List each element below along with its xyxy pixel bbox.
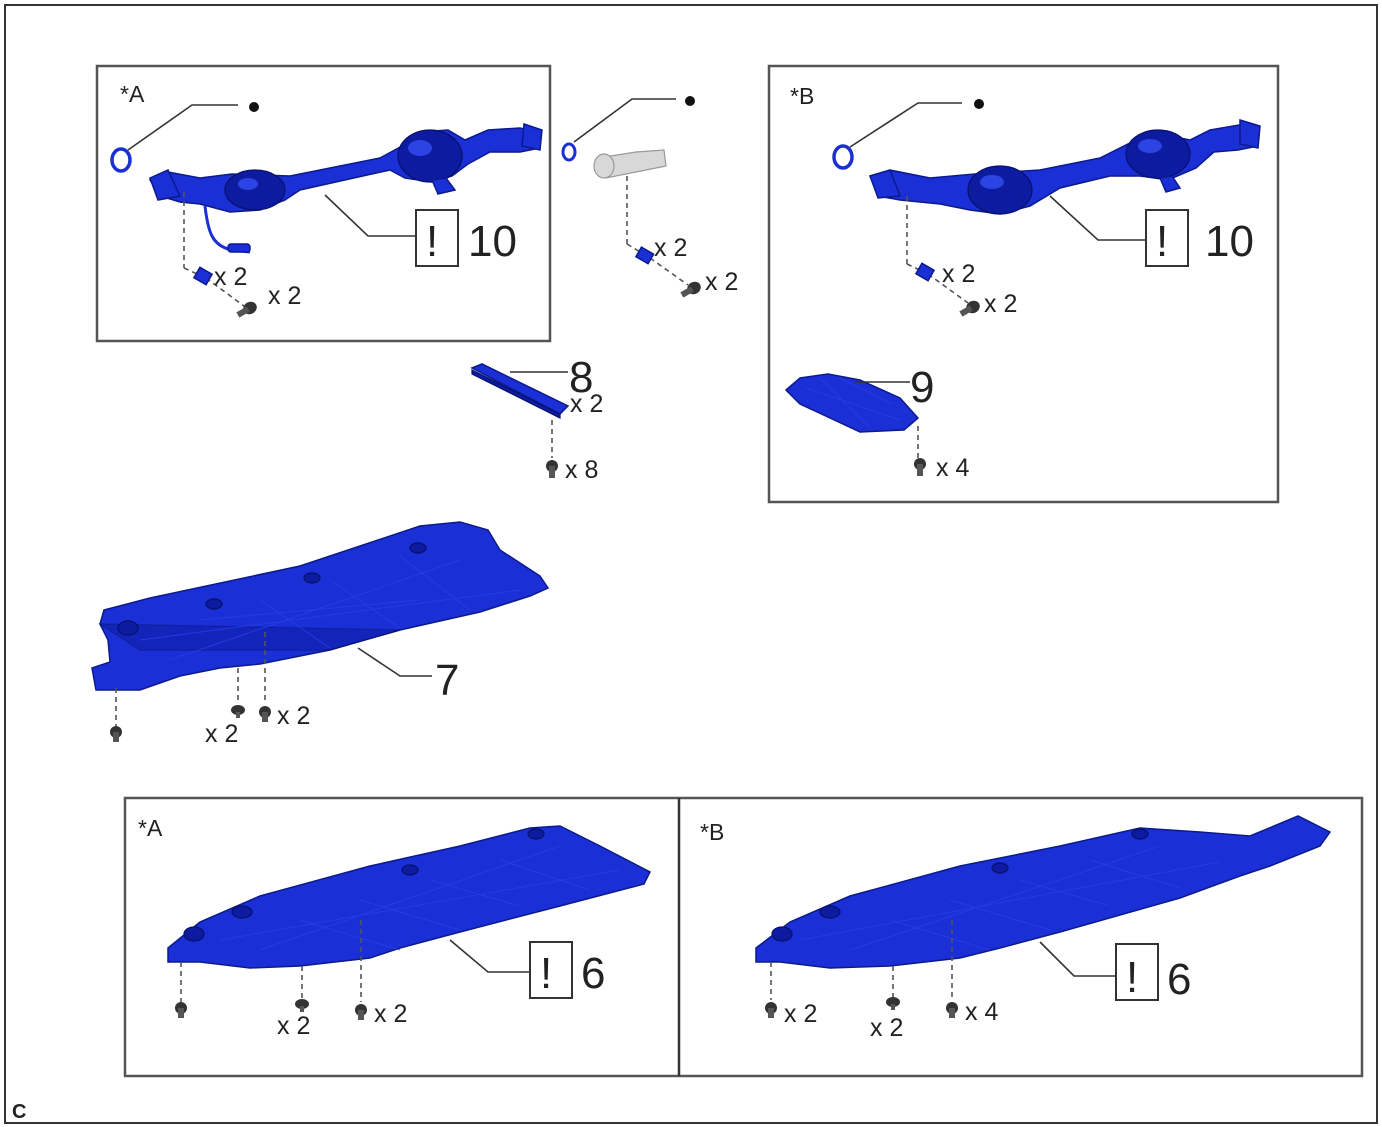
qty-bolt: x 2 (268, 282, 301, 310)
bolt-icon (914, 458, 926, 476)
gasket-icon (832, 144, 854, 170)
variant-label-b: *B (700, 819, 724, 845)
part-number: 10 (1205, 217, 1254, 266)
diagram-border (4, 4, 1378, 1124)
center-cover-7 (91, 521, 550, 691)
non-reusable-dot-icon (685, 96, 695, 106)
panel-variant-a-exhaust: *A ! 10 x 2 (95, 64, 552, 343)
part-number: 8 (569, 353, 593, 402)
exhaust-front-pipe-a (148, 122, 543, 254)
panel-frame (767, 64, 1280, 504)
bolt-icon (546, 460, 558, 478)
bolt-icon (110, 726, 122, 742)
clip-icon (886, 997, 900, 1010)
qty-nut: x 2 (654, 234, 687, 262)
qty-bolt: x 2 (784, 1000, 817, 1028)
qty-bolt: x 4 (936, 454, 969, 482)
common-pipe-connection: x 2 x 2 (561, 96, 738, 298)
qty-clip: x 2 (570, 390, 603, 418)
bolt-icon (680, 281, 701, 298)
part-number: 6 (581, 949, 605, 998)
rear-no1-cover-8: 8 x 2 x 8 (470, 353, 603, 484)
panel-under-cover: *A ! 6 x 2 x 2 (123, 796, 1364, 1078)
qty-bolt: x 2 (277, 702, 310, 730)
nut-icon (192, 266, 214, 286)
non-reusable-dot-icon (249, 102, 259, 112)
qty-clip: x 2 (277, 1012, 310, 1040)
caution-mark: ! (540, 949, 552, 998)
leader-line (127, 104, 238, 151)
caution-callout-6a: ! 6 (529, 941, 605, 999)
variant-label-a: *A (120, 81, 145, 107)
panel-frame (95, 64, 552, 343)
part-number: 7 (435, 656, 459, 705)
bolt-icon (765, 1002, 777, 1018)
qty-bolt: x 4 (965, 998, 998, 1026)
part-number: 9 (910, 363, 934, 412)
bolt-icon (959, 300, 980, 317)
panel-variant-b-exhaust: *B ! 10 x 2 x 2 (767, 64, 1280, 504)
tail-pipe-gray (593, 149, 667, 179)
caution-mark: ! (426, 217, 438, 266)
bolt-icon (236, 301, 257, 318)
qty-bolt: x 2 (374, 1000, 407, 1028)
caution-callout-10a: ! 10 (415, 209, 517, 267)
qty-bolt: x 2 (984, 290, 1017, 318)
qty-clip: x 2 (870, 1014, 903, 1042)
variant-label-b: *B (790, 83, 814, 109)
gasket-icon (110, 147, 132, 173)
qty-clip: x 2 (205, 720, 238, 748)
bolt-icon (259, 706, 271, 722)
clip-icon (231, 705, 245, 718)
nut-icon (914, 262, 936, 282)
gasket-icon (561, 142, 577, 162)
variant-label-a: *A (138, 815, 163, 841)
qty-nut: x 2 (942, 260, 975, 288)
nut-icon (634, 246, 655, 265)
corner-label: C (12, 1101, 26, 1123)
non-reusable-dot-icon (974, 99, 984, 109)
exhaust-front-pipe-b (868, 118, 1261, 215)
clip-icon (295, 999, 309, 1012)
caution-callout-10b: ! 10 (1145, 209, 1254, 267)
bolt-icon (946, 1002, 958, 1018)
rear-cover-9 (784, 373, 920, 433)
bolt-icon (175, 1002, 187, 1018)
part-number: 10 (468, 217, 517, 266)
part-number: 6 (1167, 955, 1191, 1004)
qty-bolt: x 2 (705, 268, 738, 296)
under-cover-6b (755, 815, 1332, 969)
under-cover-6a (167, 825, 652, 969)
caution-mark: ! (1156, 217, 1168, 266)
qty-nut: x 2 (214, 263, 247, 291)
panel-frame (123, 796, 1364, 1078)
qty-bolt: x 8 (565, 456, 598, 484)
bolt-icon (355, 1004, 367, 1020)
caution-mark: ! (1126, 953, 1138, 1002)
caution-callout-6b: ! 6 (1115, 943, 1191, 1004)
leader-line (324, 194, 416, 237)
